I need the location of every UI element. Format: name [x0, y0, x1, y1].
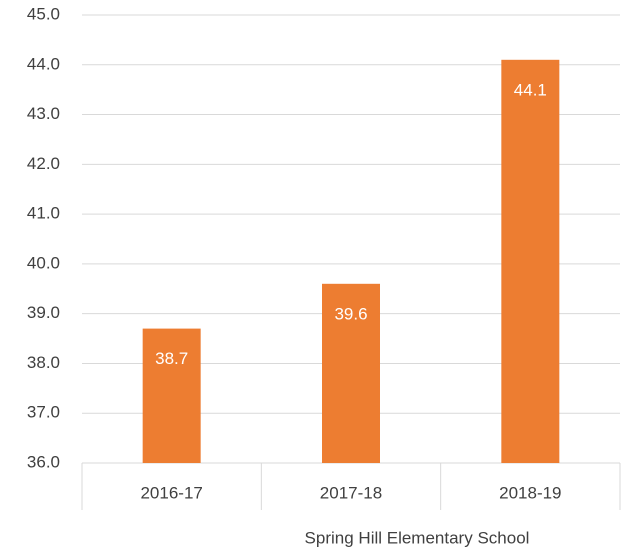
y-tick-label: 44.0: [27, 54, 60, 73]
bar: [322, 283, 380, 463]
y-tick-label: 42.0: [27, 154, 60, 173]
y-tick-label: 41.0: [27, 204, 60, 223]
data-label: 44.1: [514, 80, 547, 99]
y-tick-label: 37.0: [27, 403, 60, 422]
y-tick-label: 36.0: [27, 452, 60, 471]
data-label: 39.6: [334, 304, 367, 323]
y-tick-label: 39.0: [27, 303, 60, 322]
x-axis-label: Spring Hill Elementary School: [305, 528, 530, 547]
x-tick-label: 2018-19: [499, 483, 561, 502]
data-label: 38.7: [155, 349, 188, 368]
x-tick-label: 2016-17: [140, 483, 202, 502]
y-tick-label: 38.0: [27, 353, 60, 372]
bar: [142, 328, 201, 463]
y-tick-label: 40.0: [27, 253, 60, 272]
y-tick-label: 45.0: [27, 4, 60, 23]
y-tick-label: 43.0: [27, 104, 60, 123]
bar: [501, 59, 560, 464]
x-tick-label: 2017-18: [320, 483, 382, 502]
